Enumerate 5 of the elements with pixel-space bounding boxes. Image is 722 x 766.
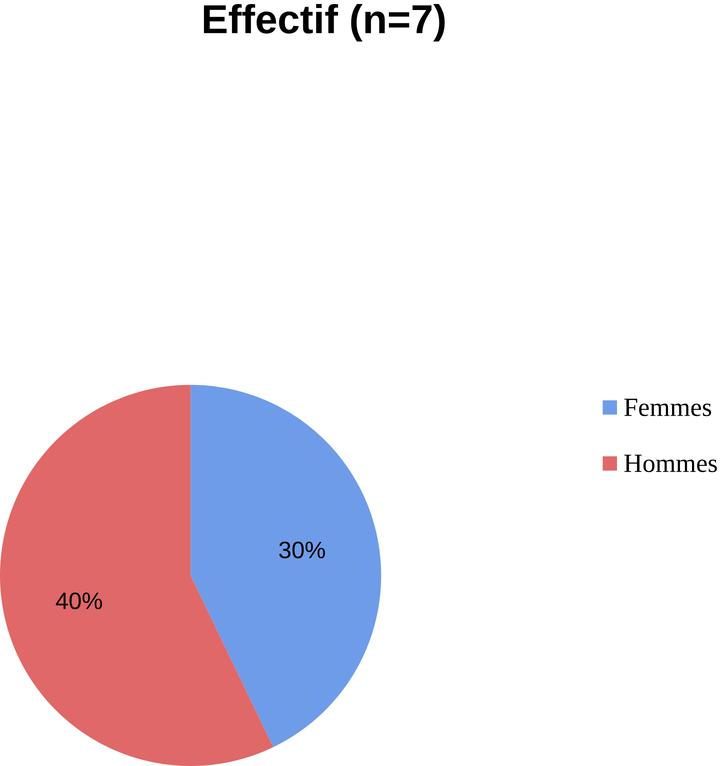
data-label: 40% — [56, 592, 102, 610]
data-label: 30% — [279, 542, 326, 558]
chart-title: Effectif (n=7) — [204, 4, 445, 42]
legend-label: Hommes — [624, 454, 717, 472]
legend-label: Femmes — [624, 398, 712, 416]
